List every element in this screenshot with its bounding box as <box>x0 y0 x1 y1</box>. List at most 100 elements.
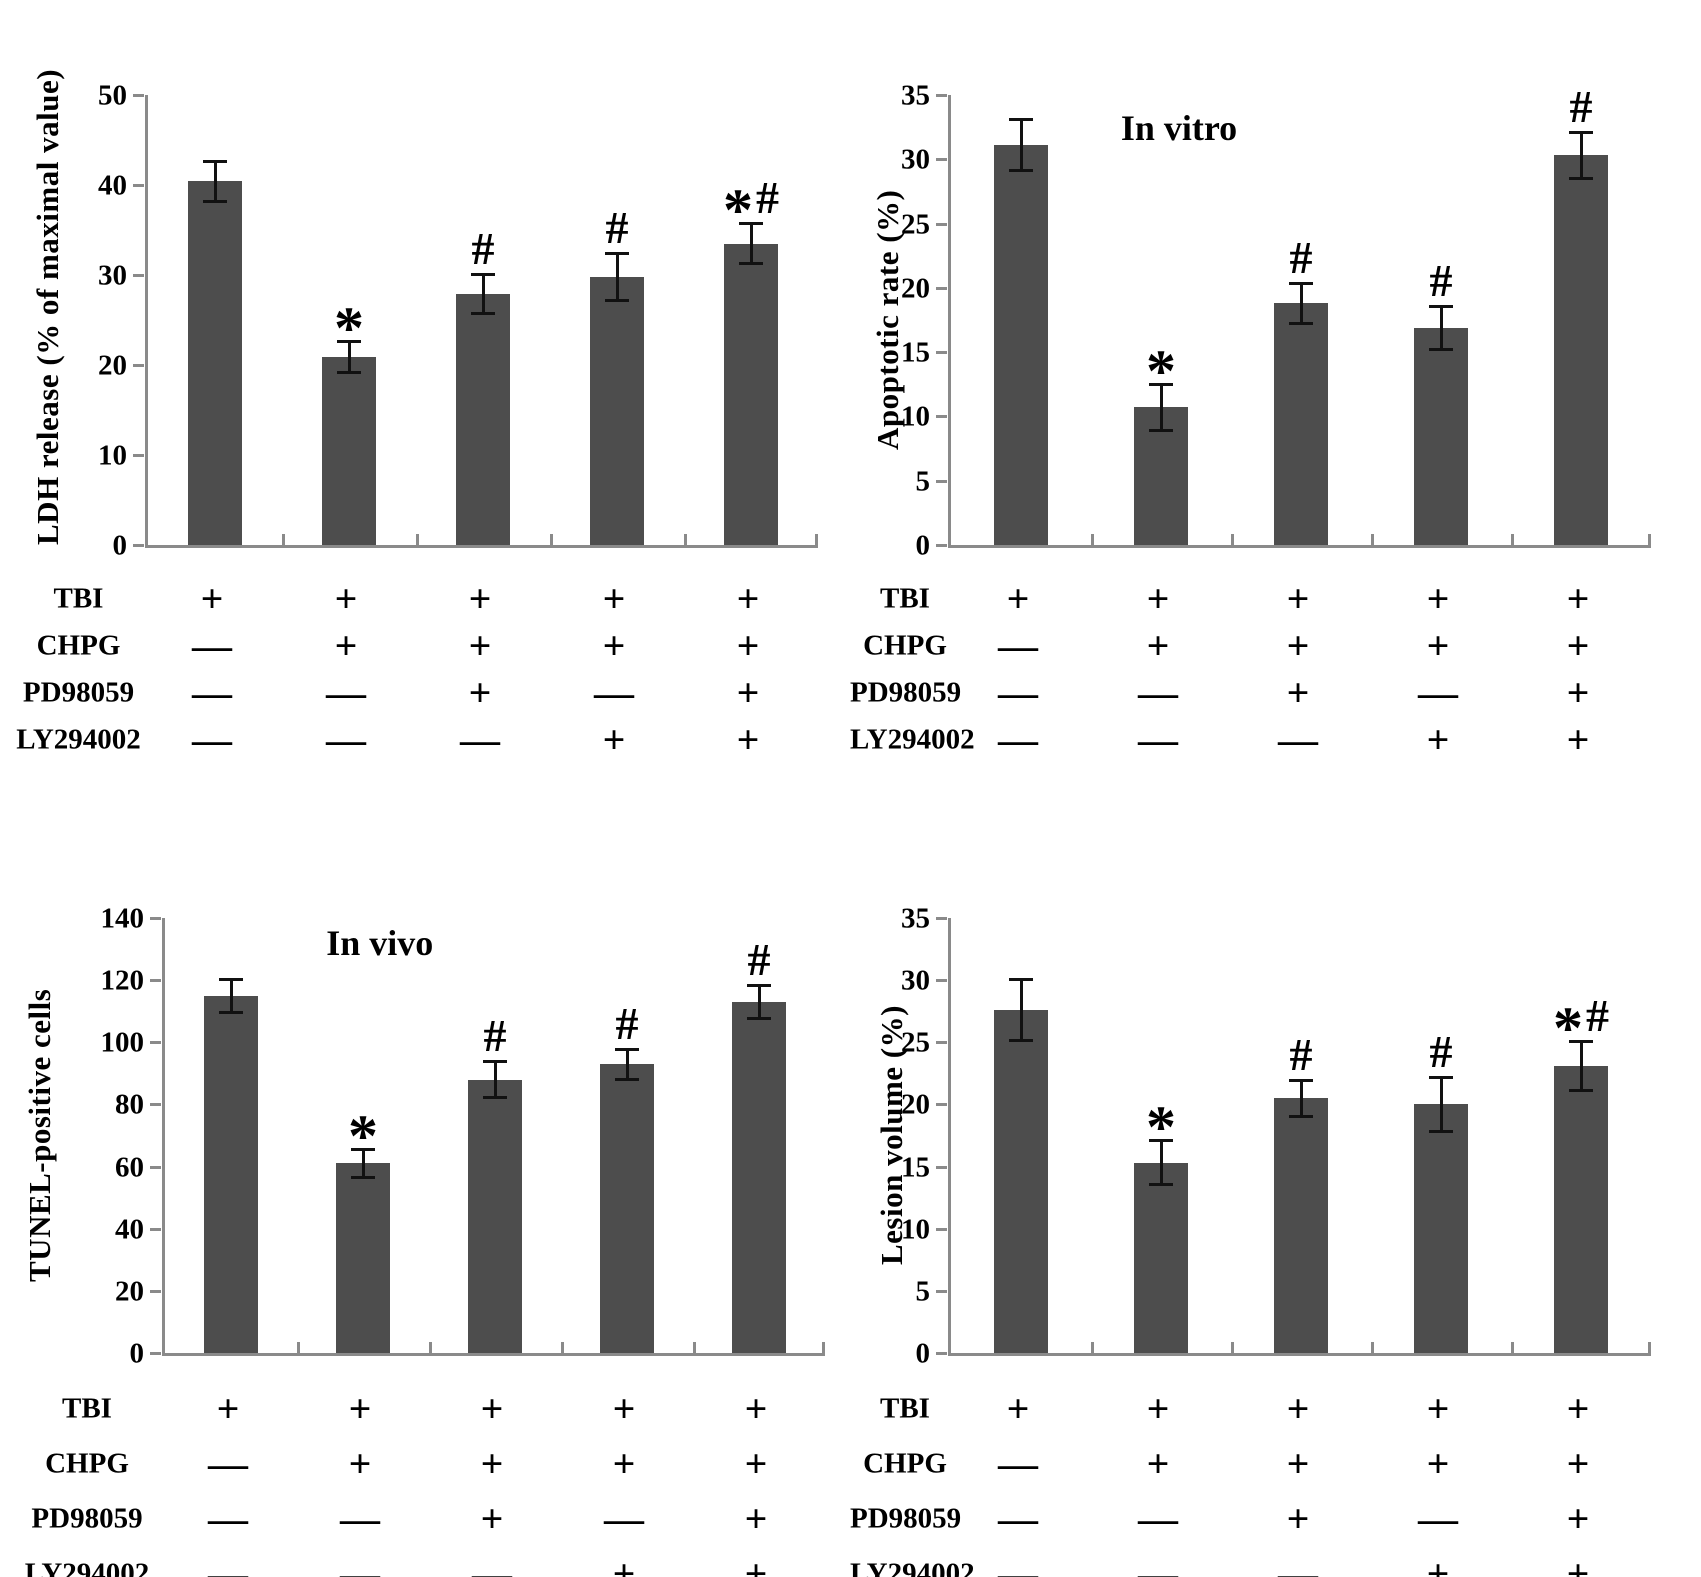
treatment-sign: — <box>460 716 500 762</box>
treatment-sign: + <box>216 1385 240 1431</box>
y-tick-label: 5 <box>915 465 931 498</box>
treatment-label: PD98059 <box>31 1502 143 1534</box>
treatment-sign: + <box>612 1440 636 1486</box>
treatment-signs: — — — + + <box>948 1546 1648 1577</box>
treatment-signs: — + + + + <box>162 1436 822 1491</box>
error-bar-line <box>481 274 485 314</box>
error-bar-cap-bottom <box>605 299 629 303</box>
treatment-row: CHPG — + + + + <box>0 1436 850 1491</box>
y-tick-label: 20 <box>901 272 930 305</box>
treatment-sign: — <box>998 1495 1038 1541</box>
x-axis-tick <box>297 1342 300 1353</box>
treatment-sign: — <box>998 1440 1038 1486</box>
treatment-sign: + <box>1426 622 1450 668</box>
treatment-label: CHPG <box>45 1447 129 1479</box>
treatment-sign: + <box>1426 575 1450 621</box>
bar <box>468 1079 522 1353</box>
error-bar-cap-top <box>1149 1139 1173 1143</box>
y-tick-label: 20 <box>115 1275 144 1308</box>
error-bar-cap-bottom <box>203 200 227 204</box>
bar <box>1134 1162 1188 1353</box>
treatment-label: LY294002 <box>16 723 141 755</box>
treatment-row: PD98059 — — + — + <box>0 669 850 716</box>
sig-marker: # <box>425 1012 565 1058</box>
treatment-sign: — <box>472 1550 512 1577</box>
treatment-sign: — <box>326 669 366 715</box>
y-axis-tick <box>936 415 947 419</box>
sig-marker: * <box>279 298 419 358</box>
treatment-label: CHPG <box>863 1447 947 1479</box>
treatment-sign: — <box>998 716 1038 762</box>
error-bar-cap-top <box>219 977 243 981</box>
y-axis-tick <box>150 1041 161 1045</box>
y-tick-label: 25 <box>901 1026 930 1059</box>
y-axis-tick <box>936 94 947 97</box>
treatment-table: TBI + + + + + CHPG — + + + + PD98059— — + — + LY294002— — —… <box>850 1381 1701 1577</box>
y-tick-label: 15 <box>901 1151 930 1184</box>
error-bar-cap-top <box>747 983 771 987</box>
hash-marker: # <box>1569 81 1593 133</box>
treatment-row: CHPG — + + + + <box>850 622 1701 669</box>
y-tick-label: 30 <box>98 259 127 292</box>
error-bar-cap-top <box>1569 1040 1593 1044</box>
y-axis-tick <box>936 1041 947 1045</box>
bar <box>732 1001 786 1353</box>
plot-area: * # # # <box>162 918 825 1356</box>
treatment-label: TBI <box>880 1392 930 1424</box>
treatment-row: LY294002 — — — + + <box>0 1546 850 1577</box>
hash-marker: # <box>1289 231 1313 283</box>
treatment-sign: + <box>744 1550 768 1577</box>
x-axis-tick <box>1648 534 1651 545</box>
y-tick-label: 20 <box>901 1088 930 1121</box>
x-axis-tick <box>1231 1342 1234 1353</box>
treatment-sign: — <box>1138 1550 1178 1577</box>
treatment-signs: — — + — + <box>948 669 1648 716</box>
treatment-signs: — — + — + <box>145 669 815 716</box>
error-bar-cap-bottom <box>1429 347 1453 351</box>
sig-marker: # <box>1371 257 1511 303</box>
treatment-label: CHPG <box>863 629 947 661</box>
y-axis-tick <box>150 1352 161 1355</box>
error-bar-line <box>1019 119 1023 171</box>
bar <box>188 181 242 545</box>
treatment-signs: — + + + + <box>948 1436 1648 1491</box>
treatment-sign: + <box>1566 716 1590 762</box>
error-bar-cap-bottom <box>1149 1183 1173 1187</box>
treatment-table: TBI + + + + + CHPG — + + + + PD98059— — + — + LY294002— — —… <box>0 1381 850 1577</box>
treatment-sign: — <box>604 1495 644 1541</box>
error-bar-line <box>361 1148 365 1179</box>
treatment-sign: — <box>340 1550 380 1577</box>
treatment-sign: + <box>1566 1385 1590 1431</box>
panel-apoptotic-rate: Apoptotic rate (%) * # # # In vitro TBI + + + +… <box>850 0 1701 788</box>
y-tick-label: 0 <box>915 529 931 562</box>
bar <box>994 1009 1048 1353</box>
treatment-sign: — <box>192 716 232 762</box>
y-axis-tick <box>150 1103 161 1107</box>
x-axis-tick <box>693 1342 696 1353</box>
hash-marker: # <box>615 997 639 1049</box>
hash-marker: # <box>747 933 771 985</box>
panel-lesion-volume: Lesion volume (%) * # # * # TBI + + + + + CHPG — + + +… <box>850 788 1701 1577</box>
y-tick-label: 0 <box>915 1337 931 1370</box>
y-tick-label: 20 <box>98 349 127 382</box>
bar <box>336 1163 390 1353</box>
treatment-sign: + <box>1566 1495 1590 1541</box>
y-axis-tick <box>936 544 947 547</box>
y-tick-label: 100 <box>100 1026 145 1059</box>
error-bar-cap-bottom <box>615 1077 639 1081</box>
hash-marker: # <box>471 223 495 275</box>
treatment-sign: + <box>1566 669 1590 715</box>
sig-marker: # <box>1511 81 1651 133</box>
error-bar-cap-bottom <box>747 1016 771 1020</box>
x-axis-tick <box>1231 534 1234 545</box>
treatment-sign: — <box>594 669 634 715</box>
error-bar-cap-top <box>615 1047 639 1051</box>
sig-marker: # <box>1231 231 1371 283</box>
x-axis-tick <box>1511 1342 1514 1353</box>
hash-marker: # <box>1289 1028 1313 1080</box>
treatment-sign: + <box>1286 622 1310 668</box>
x-axis-tick <box>815 534 818 545</box>
x-axis-tick <box>1371 534 1374 545</box>
treatment-signs: — — + — + <box>948 1491 1648 1546</box>
asterisk-marker: * <box>723 176 753 243</box>
